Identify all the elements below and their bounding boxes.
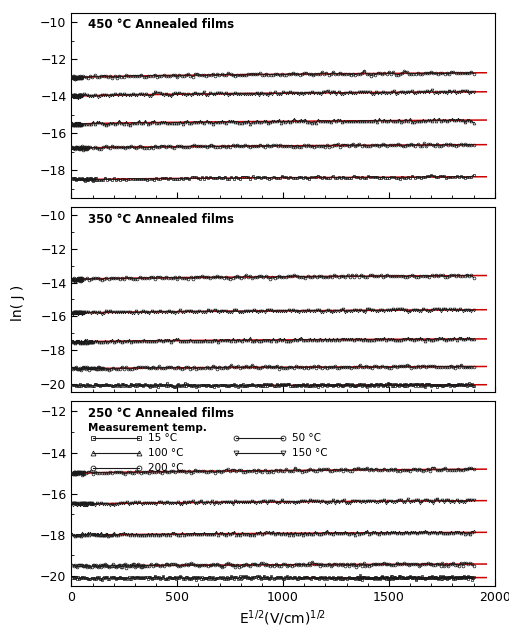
Text: 15 °C: 15 °C (147, 433, 177, 443)
Text: 250 °C Annealed films: 250 °C Annealed films (88, 407, 234, 420)
Text: 50 °C: 50 °C (291, 433, 320, 443)
Text: 200 °C: 200 °C (147, 462, 183, 473)
Text: ln( J ): ln( J ) (11, 285, 25, 321)
Text: 100 °C: 100 °C (147, 448, 183, 458)
Text: 450 °C Annealed films: 450 °C Annealed films (88, 19, 234, 32)
Text: 350 °C Annealed films: 350 °C Annealed films (88, 213, 234, 225)
Text: Measurement temp.: Measurement temp. (88, 423, 207, 433)
Text: 150 °C: 150 °C (291, 448, 326, 458)
X-axis label: $\mathregular{E^{1/2}( V/cm )^{1/2}}$: $\mathregular{E^{1/2}( V/cm )^{1/2}}$ (239, 608, 326, 628)
